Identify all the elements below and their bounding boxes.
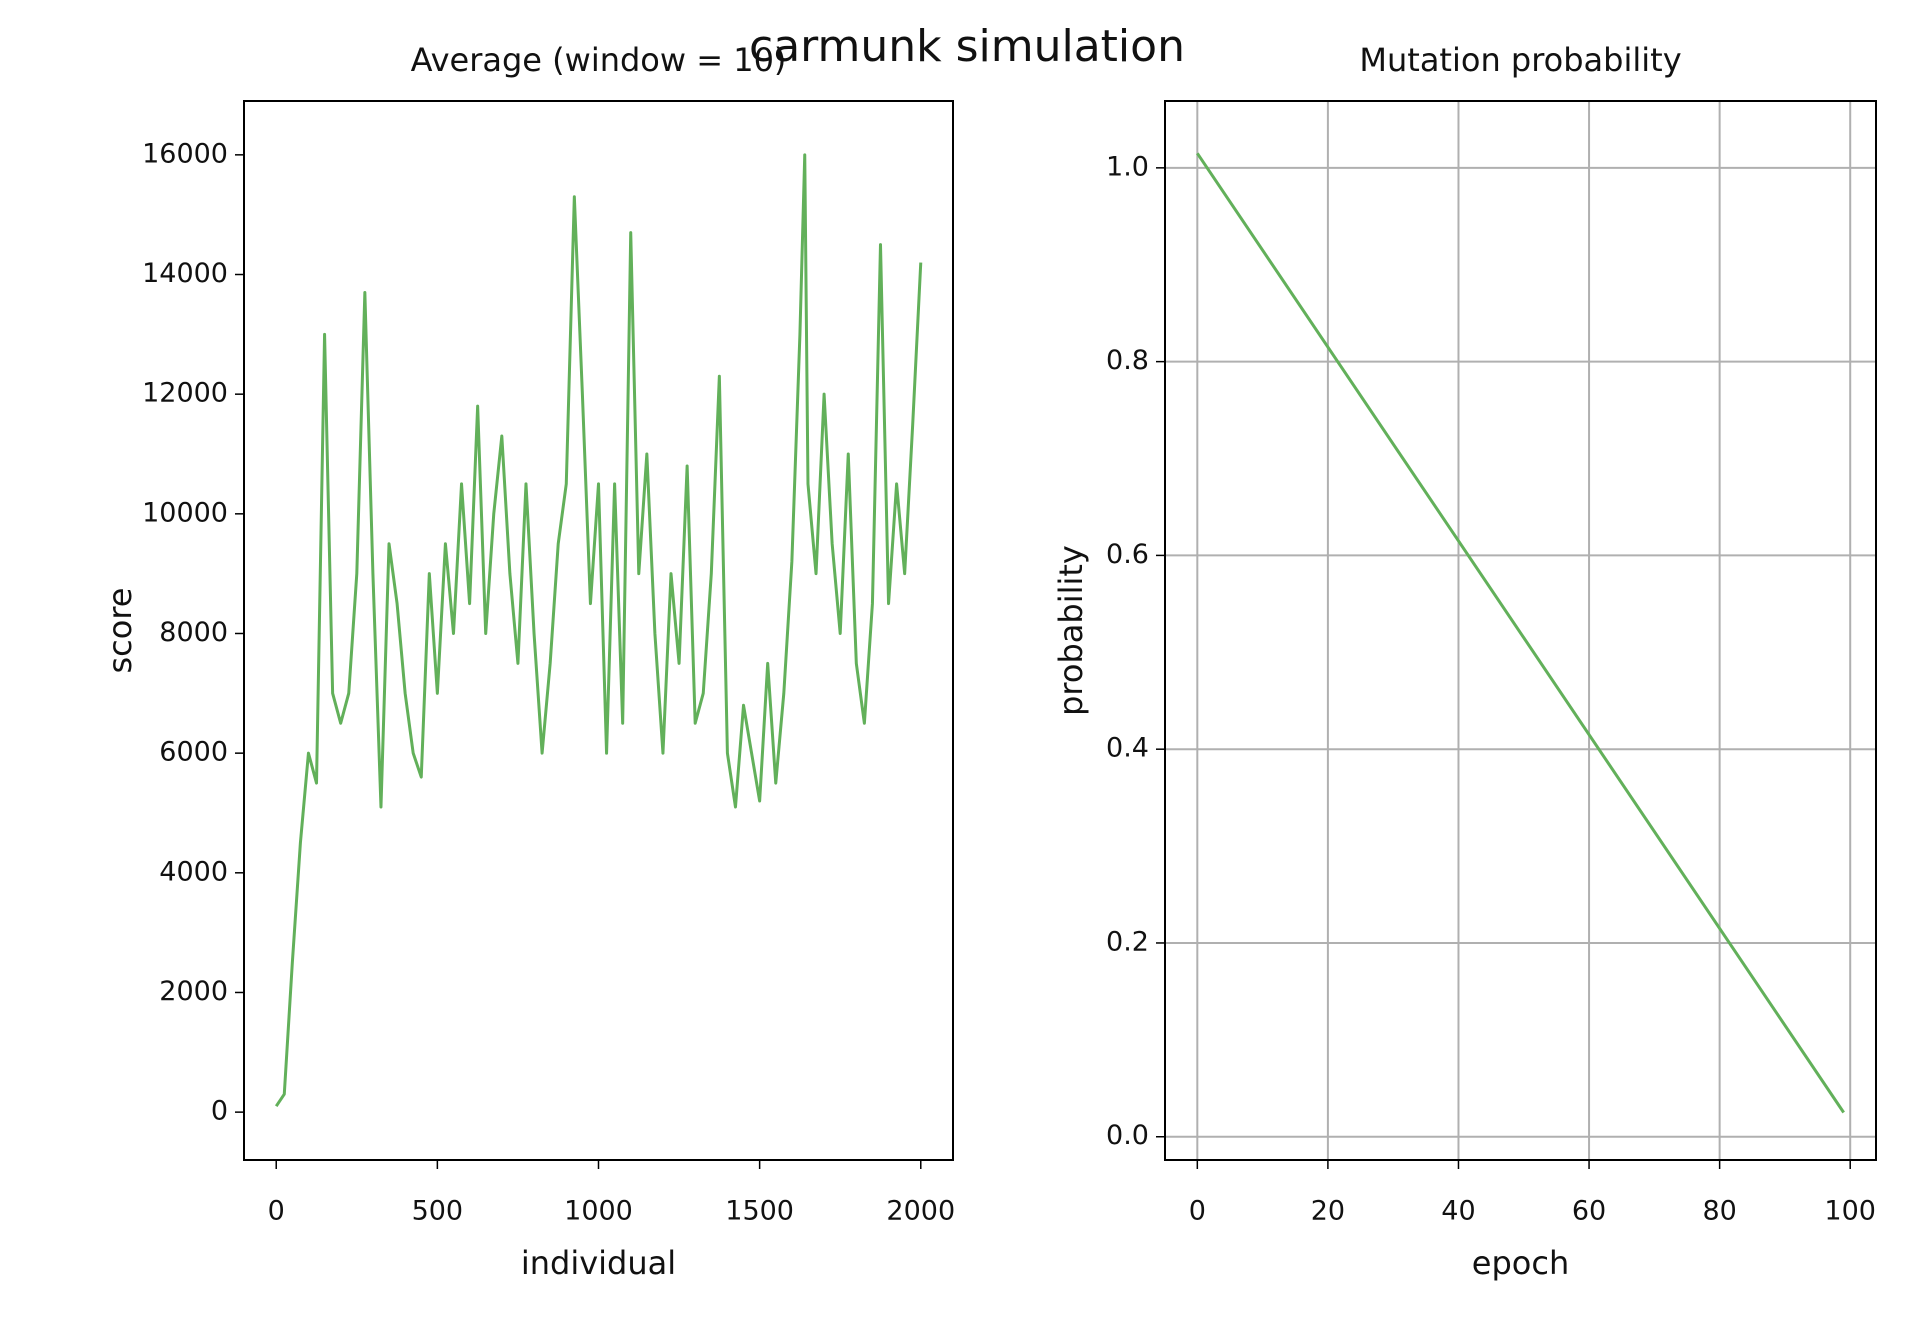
x-tick-label: 1000 [564, 1196, 633, 1227]
x-tick-label: 40 [1441, 1196, 1475, 1227]
figure-title: carmunk simulation [749, 21, 1185, 72]
data-line [1196, 152, 1845, 1114]
y-tick-label: 4000 [159, 856, 228, 887]
x-tick-label: 100 [1824, 1196, 1876, 1227]
subplot: Mutation probability epoch probability 0 20 4… [1052, 41, 1877, 1282]
subplot-title: Mutation probability [1359, 41, 1681, 79]
x-tick-label: 2000 [886, 1196, 955, 1227]
y-axis-label: probability [1052, 545, 1090, 716]
x-axis-label: individual [521, 1244, 676, 1282]
y-tick-label: 2000 [159, 976, 228, 1007]
x-tick-label: 0 [1189, 1196, 1206, 1227]
data-line [274, 153, 923, 1107]
y-tick-label: 0.8 [1106, 345, 1149, 376]
axes-frame [243, 100, 954, 1161]
x-tick-label: 60 [1572, 1196, 1606, 1227]
y-tick-label: 8000 [159, 617, 228, 648]
y-tick-label: 0.6 [1106, 539, 1149, 570]
y-tick-label: 12000 [142, 378, 228, 409]
y-tick-label: 10000 [142, 497, 228, 528]
subplot: Average (window = 10) individual score 0 500… [101, 41, 955, 1282]
y-tick-label: 1.0 [1106, 151, 1149, 182]
y-tick-label: 6000 [159, 737, 228, 768]
y-tick-label: 0.2 [1106, 926, 1149, 957]
y-tick-label: 0.4 [1106, 733, 1149, 764]
y-tick-label: 16000 [142, 138, 228, 169]
y-tick-label: 0.0 [1106, 1120, 1149, 1151]
x-axis-label: epoch [1472, 1244, 1569, 1282]
x-tick-label: 500 [412, 1196, 464, 1227]
y-axis-label: score [101, 588, 139, 674]
axes-frame [1164, 100, 1877, 1161]
x-tick-label: 80 [1702, 1196, 1736, 1227]
x-tick-label: 0 [268, 1196, 285, 1227]
x-tick-label: 20 [1311, 1196, 1345, 1227]
y-tick-label: 0 [211, 1096, 228, 1127]
x-tick-label: 1500 [725, 1196, 794, 1227]
subplot-title: Average (window = 10) [411, 41, 787, 79]
y-tick-label: 14000 [142, 258, 228, 289]
